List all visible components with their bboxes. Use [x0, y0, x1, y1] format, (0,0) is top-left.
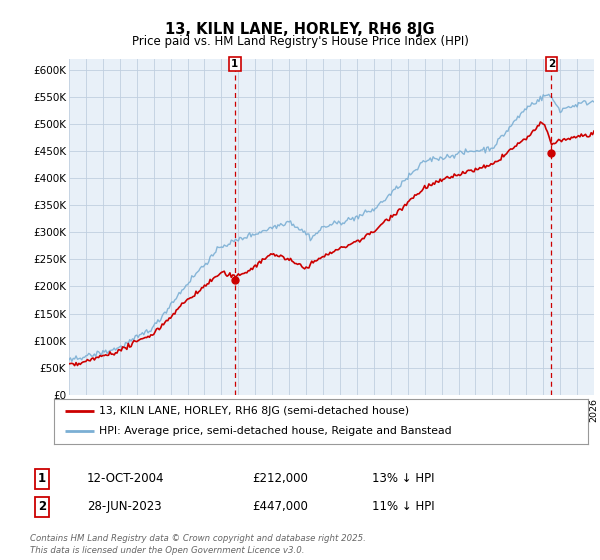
- Text: 1: 1: [38, 472, 46, 486]
- Text: HPI: Average price, semi-detached house, Reigate and Banstead: HPI: Average price, semi-detached house,…: [100, 426, 452, 436]
- Text: 13, KILN LANE, HORLEY, RH6 8JG (semi-detached house): 13, KILN LANE, HORLEY, RH6 8JG (semi-det…: [100, 406, 410, 416]
- Text: 11% ↓ HPI: 11% ↓ HPI: [372, 500, 434, 514]
- Text: 1: 1: [231, 59, 238, 69]
- Text: Price paid vs. HM Land Registry's House Price Index (HPI): Price paid vs. HM Land Registry's House …: [131, 35, 469, 48]
- Text: 12-OCT-2004: 12-OCT-2004: [87, 472, 164, 486]
- Text: 28-JUN-2023: 28-JUN-2023: [87, 500, 161, 514]
- Text: 2: 2: [548, 59, 555, 69]
- Text: £447,000: £447,000: [252, 500, 308, 514]
- Text: 2: 2: [38, 500, 46, 514]
- Text: Contains HM Land Registry data © Crown copyright and database right 2025.
This d: Contains HM Land Registry data © Crown c…: [30, 534, 366, 555]
- Text: 13, KILN LANE, HORLEY, RH6 8JG: 13, KILN LANE, HORLEY, RH6 8JG: [165, 22, 435, 38]
- Text: 13% ↓ HPI: 13% ↓ HPI: [372, 472, 434, 486]
- Text: £212,000: £212,000: [252, 472, 308, 486]
